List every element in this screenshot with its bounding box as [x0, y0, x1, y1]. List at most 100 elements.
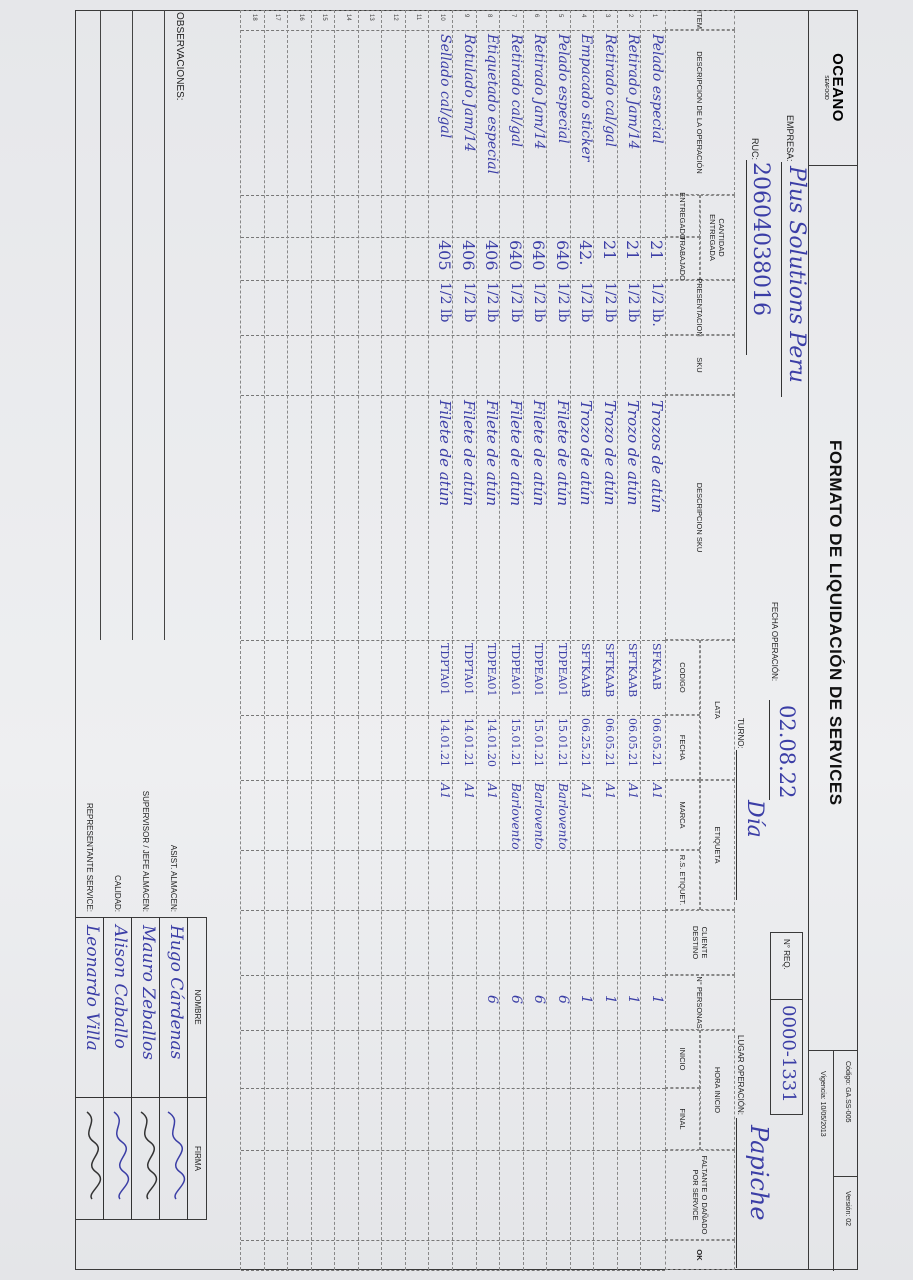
signature-name[interactable]: Hugo Cárdenas — [166, 925, 186, 1060]
cell-pres[interactable]: 1/2 lb — [460, 282, 477, 323]
table-row[interactable]: 13 — [359, 0, 383, 1270]
cell-dsku[interactable]: Filete de atún — [436, 400, 454, 507]
cell-pres[interactable]: 1/2 lb — [601, 282, 618, 323]
cell-marca[interactable]: A1 — [485, 783, 500, 800]
cell-pres[interactable]: 1/2 lb — [484, 282, 501, 323]
cell-cod[interactable]: SFTKAAB — [579, 643, 593, 698]
cell-dsku[interactable]: Filete de atún — [530, 400, 549, 507]
cell-trab[interactable]: 640 — [529, 240, 549, 271]
cell-dsku[interactable]: Trozo de atún — [600, 400, 619, 506]
cell-dsku[interactable]: Trozos de atún — [648, 400, 666, 514]
cell-cod[interactable]: TDPEA01 — [555, 643, 569, 697]
table-row[interactable]: 17 — [265, 0, 289, 1270]
table-row[interactable]: 9 Rotulado Jam/14 406 1/2 lb Filete de atún T… — [453, 0, 478, 1270]
cell-op[interactable]: Pelado especial — [554, 34, 571, 144]
table-row[interactable]: 5 Pelado especial 640 1/2 lb Filete de atún T… — [547, 0, 572, 1270]
cell-trab[interactable]: 640 — [552, 240, 572, 271]
cell-marca[interactable]: A1 — [602, 783, 617, 800]
cell-op[interactable]: Empacado sticker — [578, 34, 595, 162]
cell-trab[interactable]: 21 — [647, 240, 666, 261]
cell-cod[interactable]: SFTKAAB — [602, 643, 616, 698]
cell-dsku[interactable]: Filete de atún — [553, 400, 572, 507]
cell-pers[interactable]: 6 — [507, 995, 524, 1004]
cell-pres[interactable]: 1/2 lb. — [649, 282, 665, 327]
cell-marca[interactable]: Barlovento — [508, 783, 523, 850]
cell-pres[interactable]: 1/2 lb — [554, 282, 571, 323]
table-row[interactable]: 15 — [312, 0, 336, 1270]
table-row[interactable]: 10 Sellado cal/gal 405 1/2 lb Filete de atún… — [429, 0, 454, 1270]
cell-fecha[interactable]: 15.01.21 — [532, 718, 546, 767]
signature-name[interactable]: Alison Caballo — [110, 925, 130, 1049]
cell-op[interactable]: Retirado cal/gal — [601, 34, 618, 147]
cell-cod[interactable]: TDPEA01 — [532, 643, 546, 697]
handwritten-signature[interactable] — [162, 1107, 186, 1207]
cell-fecha[interactable]: 14.01.21 — [461, 718, 475, 767]
cell-pers[interactable]: 6 — [531, 995, 548, 1004]
handwritten-signature[interactable] — [134, 1107, 158, 1207]
fecha-operacion-value[interactable]: 02.08.22 — [775, 705, 799, 799]
cell-fecha[interactable]: 06.05.21 — [650, 718, 663, 767]
table-row[interactable]: 12 — [382, 0, 406, 1270]
table-row[interactable]: 2 Retirado Jam/14 21 1/2 lb Trozo de atún SFT… — [618, 0, 642, 1270]
cell-op[interactable]: Etiquetado especial — [484, 34, 501, 175]
table-row[interactable]: 1 Pelado especial 21 1/2 lb. Trozos de atún S… — [641, 0, 666, 1270]
table-row[interactable]: 8 Etiquetado especial 406 1/2 lb Filete de a… — [477, 0, 501, 1270]
cell-cod[interactable]: SFKAAB — [650, 643, 663, 690]
empresa-value[interactable]: Plus Solutions Peru — [784, 166, 809, 383]
signature-name[interactable]: Leonardo Villa — [82, 925, 102, 1051]
table-row[interactable]: 18 — [241, 0, 265, 1270]
table-row[interactable]: 4 Empacado sticker 42. 1/2 lb Trozo de atún S… — [571, 0, 595, 1270]
cell-cod[interactable]: TDPEA01 — [485, 643, 499, 697]
table-row[interactable]: 7 Retirado cal/gal 640 1/2 lb Filete de atún… — [500, 0, 525, 1270]
cell-cod[interactable]: SFTKAAB — [626, 643, 640, 698]
cell-pres[interactable]: 1/2 lb — [507, 282, 524, 323]
cell-dsku[interactable]: Filete de atún — [483, 400, 502, 507]
cell-marca[interactable]: A1 — [650, 783, 664, 800]
cell-trab[interactable]: 21 — [623, 240, 643, 261]
cell-pers[interactable]: 1 — [578, 995, 595, 1004]
cell-trab[interactable]: 21 — [599, 240, 619, 261]
cell-cod[interactable]: TDPTA01 — [438, 643, 451, 696]
table-row[interactable]: 6 Retirado Jam/14 640 1/2 lb Filete de atún T… — [524, 0, 548, 1270]
cell-op[interactable]: Retirado Jam/14 — [625, 34, 642, 150]
cell-dsku[interactable]: Filete de atún — [506, 400, 525, 507]
cell-marca[interactable]: A1 — [461, 783, 476, 800]
cell-op[interactable]: Sellado cal/gal — [437, 34, 453, 139]
cell-cod[interactable]: TDPEA01 — [508, 643, 522, 697]
cell-op[interactable]: Pelado especial — [649, 34, 665, 144]
req-value[interactable]: 0000-1331 — [778, 1005, 799, 1103]
cell-dsku[interactable]: Filete de atún — [459, 400, 478, 507]
cell-pres[interactable]: 1/2 lb — [531, 282, 548, 323]
cell-trab[interactable]: 640 — [505, 240, 525, 271]
cell-marca[interactable]: A1 — [579, 783, 594, 800]
cell-fecha[interactable]: 14.01.21 — [438, 718, 451, 767]
table-row[interactable]: 3 Retirado cal/gal 21 1/2 lb Trozo de atún SF… — [594, 0, 619, 1270]
cell-op[interactable]: Rotulado Jam/14 — [460, 34, 477, 153]
cell-pers[interactable]: 1 — [601, 995, 618, 1004]
cell-pres[interactable]: 1/2 lb — [437, 282, 453, 323]
cell-pers[interactable]: 6 — [554, 995, 571, 1004]
table-row[interactable]: 11 — [406, 0, 430, 1270]
cell-trab[interactable]: 406 — [482, 240, 502, 271]
observaciones-line[interactable] — [100, 10, 101, 640]
cell-trab[interactable]: 406 — [458, 240, 478, 271]
handwritten-signature[interactable] — [106, 1107, 130, 1207]
cell-op[interactable]: Retirado Jam/14 — [531, 34, 548, 150]
cell-fecha[interactable]: 14.01.20 — [485, 718, 499, 767]
observaciones-line[interactable] — [164, 10, 165, 640]
cell-fecha[interactable]: 15.01.21 — [508, 718, 522, 767]
cell-pers[interactable]: 6 — [484, 995, 501, 1004]
cell-fecha[interactable]: 15.01.21 — [555, 718, 569, 767]
signature-name[interactable]: Mauro Zeballos — [138, 925, 158, 1060]
cell-marca[interactable]: A1 — [626, 783, 641, 800]
cell-pers[interactable]: 1 — [649, 995, 665, 1004]
cell-trab[interactable]: 405 — [435, 240, 454, 271]
cell-dsku[interactable]: Trozo de atún — [577, 400, 596, 506]
table-row[interactable]: 16 — [288, 0, 312, 1270]
ruc-value[interactable]: 20604038016 — [748, 162, 773, 316]
observaciones-line[interactable] — [132, 10, 133, 640]
cell-dsku[interactable]: Trozo de atún — [624, 400, 643, 506]
table-row[interactable]: 14 — [335, 0, 359, 1270]
cell-marca[interactable]: Barlovento — [532, 783, 547, 850]
cell-cod[interactable]: TDPTA01 — [461, 643, 475, 696]
